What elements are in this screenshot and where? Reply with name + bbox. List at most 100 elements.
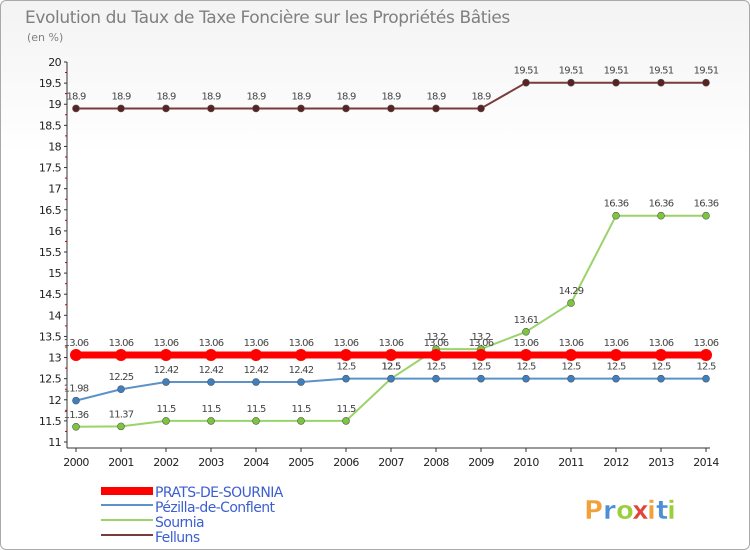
data-label: 19.51: [514, 66, 539, 77]
data-label: 19.51: [649, 66, 674, 77]
x-tick-label: 2011: [558, 456, 584, 469]
data-point: [702, 78, 710, 87]
data-label: 16.36: [649, 199, 674, 210]
data-label: 16.36: [604, 199, 629, 210]
data-label: 12.5: [696, 362, 716, 373]
data-point: [522, 374, 530, 383]
data-label: 12.42: [289, 365, 314, 376]
x-tick-label: 2008: [423, 456, 449, 469]
data-label: 13.2: [471, 332, 491, 343]
legend-label: Sournia: [155, 515, 204, 531]
data-label: 18.9: [201, 91, 221, 102]
data-point: [432, 374, 440, 383]
data-point: [250, 349, 262, 362]
data-point: [297, 104, 305, 113]
data-label: 12.5: [471, 362, 491, 373]
data-point: [340, 349, 352, 362]
data-point: [72, 104, 80, 113]
y-tick-label: 14.5: [39, 288, 62, 301]
logo-letter: x: [632, 496, 649, 526]
data-label: 11.36: [64, 410, 89, 421]
data-point: [520, 349, 532, 362]
y-tick-label: 19.5: [39, 77, 62, 90]
data-label: 13.06: [109, 338, 134, 349]
series-prats-de-sournia: [70, 349, 712, 362]
x-tick-label: 2002: [153, 456, 179, 469]
y-tick-label: 18: [48, 140, 61, 153]
x-tick-label: 2004: [243, 456, 269, 469]
data-point: [297, 417, 305, 425]
data-label: 13.06: [244, 338, 269, 349]
legend-label: Felluns: [155, 530, 200, 546]
data-label: 13.06: [514, 338, 539, 349]
data-label: 11.98: [64, 384, 89, 395]
data-label: 13.06: [289, 338, 314, 349]
legend-swatch: [101, 534, 153, 536]
data-label: 13.06: [649, 338, 674, 349]
data-label: 12.5: [381, 362, 401, 373]
legend-label: PRATS-DE-SOURNIA: [155, 485, 284, 501]
data-label: 12.5: [606, 362, 626, 373]
x-tick-label: 2014: [693, 456, 719, 469]
data-label: 18.9: [336, 91, 356, 102]
data-point: [115, 349, 127, 362]
y-tick-label: 14: [48, 309, 61, 322]
data-label: 18.9: [381, 91, 401, 102]
data-label: 13.06: [199, 338, 224, 349]
y-tick-label: 15.5: [39, 246, 62, 259]
chart-title: Evolution du Taux de Taxe Foncière sur l…: [25, 8, 510, 28]
y-tick-label: 13: [48, 352, 61, 365]
data-point: [342, 417, 350, 425]
data-point: [700, 349, 712, 362]
data-label: 18.9: [66, 91, 86, 102]
axes: 11 11.5 12 12.5 13 13.5 14 14.5 15 15.5 16 16.5 17 17…: [39, 56, 720, 469]
data-label: 13.06: [379, 338, 404, 349]
data-point: [207, 378, 215, 386]
data-label: 12.5: [561, 362, 581, 373]
data-point: [477, 374, 485, 383]
data-label: 12.5: [381, 362, 401, 373]
data-point: [432, 104, 440, 113]
x-tick-label: 2012: [603, 456, 629, 469]
data-point: [477, 104, 485, 113]
data-point: [342, 104, 350, 113]
data-label: 12.5: [651, 362, 671, 373]
data-point: [610, 349, 622, 362]
data-point: [702, 374, 710, 383]
logo-letter: t: [656, 496, 668, 526]
data-label: 11.5: [246, 404, 266, 415]
data-point: [252, 417, 260, 425]
legend-item: PRATS-DE-SOURNIA: [101, 485, 284, 501]
data-point: [207, 104, 215, 113]
data-point: [565, 349, 577, 362]
data-point: [612, 211, 620, 220]
logo-letter: i: [647, 496, 656, 526]
data-label: 16.36: [694, 199, 719, 210]
data-point: [567, 374, 575, 383]
data-point: [205, 349, 217, 362]
data-point: [475, 349, 487, 362]
series-felluns: [72, 78, 710, 113]
data-point: [117, 422, 125, 431]
data-label: 19.51: [559, 66, 584, 77]
data-point: [162, 378, 170, 386]
y-tick-label: 17: [48, 183, 61, 196]
series-sournia: [72, 211, 710, 431]
data-point: [252, 104, 260, 113]
data-label: 13.06: [469, 338, 494, 349]
data-label: 11.5: [291, 404, 311, 415]
x-tick-label: 2003: [198, 456, 224, 469]
x-tick-label: 2006: [333, 456, 359, 469]
data-point: [387, 374, 395, 383]
x-tick-label: 2013: [648, 456, 674, 469]
y-tick-label: 11: [48, 436, 61, 449]
data-point: [72, 396, 80, 405]
series-p-zilla-de-conflent: [72, 374, 710, 405]
y-tick-label: 19: [48, 98, 61, 111]
data-point: [657, 78, 665, 87]
y-tick-label: 17.5: [39, 162, 62, 175]
data-point: [567, 78, 575, 87]
data-point: [295, 349, 307, 362]
data-point: [430, 349, 442, 362]
